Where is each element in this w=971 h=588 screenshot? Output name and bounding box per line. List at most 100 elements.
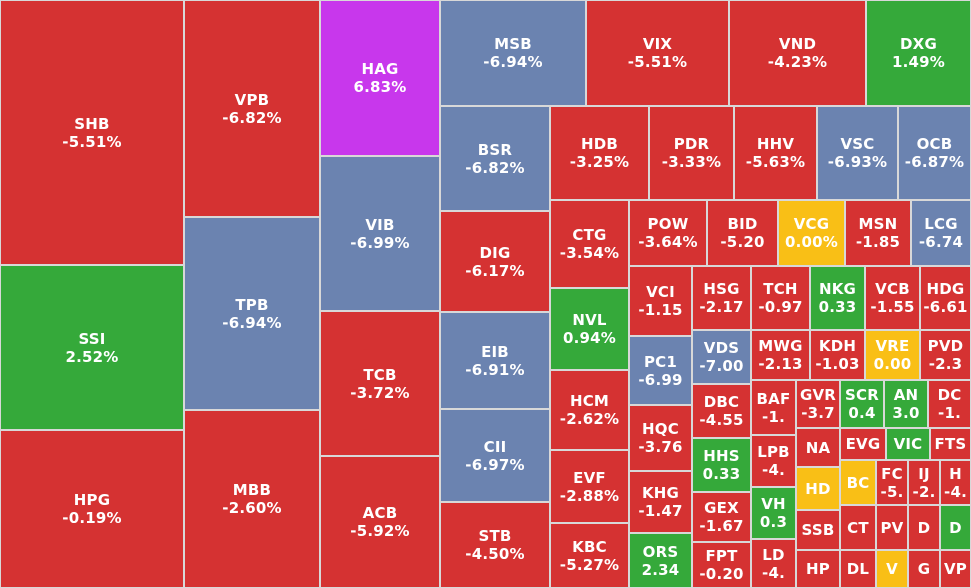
tile-nkg[interactable]: NKG 0.33 <box>810 266 865 330</box>
tile-acb[interactable]: ACB -5.92% <box>320 456 440 588</box>
tile-an[interactable]: AN 3.0 <box>884 380 928 428</box>
tile-dbc[interactable]: DBC -4.55 <box>692 384 751 438</box>
tile-vh[interactable]: VH 0.3 <box>751 487 796 539</box>
tile-ticker: DIG <box>479 243 511 262</box>
tile-vpb[interactable]: VPB -6.82% <box>184 0 320 217</box>
tile-ocb[interactable]: OCB -6.87% <box>898 106 971 200</box>
tile-mbb[interactable]: MBB -2.60% <box>184 410 320 588</box>
tile-evf[interactable]: EVF -2.88% <box>550 450 629 523</box>
tile-ors[interactable]: ORS 2.34 <box>629 533 692 588</box>
tile-baf[interactable]: BAF -1. <box>751 380 796 435</box>
tile-dl[interactable]: DL <box>840 550 876 588</box>
tile-hp[interactable]: HP <box>796 550 840 588</box>
tile-vix[interactable]: VIX -5.51% <box>586 0 729 106</box>
tile-ctg[interactable]: CTG -3.54% <box>550 200 629 288</box>
tile-dc[interactable]: DC -1. <box>928 380 971 428</box>
tile-msn[interactable]: MSN -1.85 <box>845 200 911 266</box>
tile-hpg[interactable]: HPG -0.19% <box>0 430 184 588</box>
tile-pvd[interactable]: PVD -2.3 <box>920 330 971 380</box>
tile-ticker: D <box>917 518 931 537</box>
tile-vp[interactable]: VP <box>940 550 971 588</box>
tile-gex[interactable]: GEX -1.67 <box>692 492 751 542</box>
tile-fc[interactable]: FC -5. <box>876 460 908 505</box>
tile-vds[interactable]: VDS -7.00 <box>692 330 751 384</box>
tile-fpt[interactable]: FPT -0.20 <box>692 542 751 588</box>
tile-ticker: SCR <box>845 386 879 404</box>
tile-ticker: BID <box>727 215 758 233</box>
tile-vic[interactable]: VIC <box>886 428 930 460</box>
tile-ticker: MSN <box>858 215 898 233</box>
tile-ticker: VCG <box>793 215 830 233</box>
tile-change: -0.19% <box>62 509 122 527</box>
tile-vib[interactable]: VIB -6.99% <box>320 156 440 311</box>
tile-ticker: SHB <box>74 114 110 133</box>
tile-hdg[interactable]: HDG -6.61 <box>920 266 971 330</box>
tile-ij[interactable]: IJ -2. <box>908 460 940 505</box>
tile-shb[interactable]: SHB -5.51% <box>0 0 184 265</box>
tile-ticker: VIC <box>893 435 923 453</box>
tile-hhs[interactable]: HHS 0.33 <box>692 438 751 492</box>
tile-pdr[interactable]: PDR -3.33% <box>649 106 734 200</box>
tile-vre[interactable]: VRE 0.00 <box>865 330 920 380</box>
tile-d[interactable]: D <box>940 505 971 550</box>
tile-na[interactable]: NA <box>796 428 840 467</box>
tile-ticker: GEX <box>704 499 739 517</box>
tile-stb[interactable]: STB -4.50% <box>440 502 550 588</box>
tile-bid[interactable]: BID -5.20 <box>707 200 778 266</box>
tile-cii[interactable]: CII -6.97% <box>440 409 550 502</box>
tile-change: -4. <box>944 482 967 501</box>
tile-ct[interactable]: CT <box>840 505 876 550</box>
tile-vsc[interactable]: VSC -6.93% <box>817 106 898 200</box>
tile-vcb[interactable]: VCB -1.55 <box>865 266 920 330</box>
tile-pow[interactable]: POW -3.64% <box>629 200 707 266</box>
tile-ssb[interactable]: SSB <box>796 510 840 550</box>
tile-evg[interactable]: EVG <box>840 428 886 460</box>
tile-dig[interactable]: DIG -6.17% <box>440 211 550 312</box>
tile-ticker: IJ <box>918 464 930 483</box>
tile-tcb[interactable]: TCB -3.72% <box>320 311 440 456</box>
tile-scr[interactable]: SCR 0.4 <box>840 380 884 428</box>
tile-khg[interactable]: KHG -1.47 <box>629 471 692 533</box>
tile-vcg[interactable]: VCG 0.00% <box>778 200 845 266</box>
tile-hcm[interactable]: HCM -2.62% <box>550 370 629 450</box>
tile-msb[interactable]: MSB -6.94% <box>440 0 586 106</box>
tile-change: -2.88% <box>559 486 620 505</box>
tile-lpb[interactable]: LPB -4. <box>751 435 796 487</box>
tile-g[interactable]: G <box>908 550 940 588</box>
tile-fts[interactable]: FTS <box>930 428 971 460</box>
tile-ticker: VPB <box>234 90 270 109</box>
tile-ticker: DXG <box>900 35 937 53</box>
tile-hqc[interactable]: HQC -3.76 <box>629 405 692 471</box>
tile-vnd[interactable]: VND -4.23% <box>729 0 866 106</box>
tile-ticker: VND <box>778 35 817 53</box>
tile-tch[interactable]: TCH -0.97 <box>751 266 810 330</box>
tile-h[interactable]: H -4. <box>940 460 971 505</box>
tile-hag[interactable]: HAG 6.83% <box>320 0 440 156</box>
tile-v[interactable]: V <box>876 550 908 588</box>
tile-hsg[interactable]: HSG -2.17 <box>692 266 751 330</box>
tile-mwg[interactable]: MWG -2.13 <box>751 330 810 380</box>
tile-pv[interactable]: PV <box>876 505 908 550</box>
tile-kdh[interactable]: KDH -1.03 <box>810 330 865 380</box>
tile-bc[interactable]: BC <box>840 460 876 505</box>
tile-vci[interactable]: VCI -1.15 <box>629 266 692 336</box>
tile-change: 2.52% <box>65 347 119 366</box>
tile-pc1[interactable]: PC1 -6.99 <box>629 336 692 405</box>
tile-nvl[interactable]: NVL 0.94% <box>550 288 629 370</box>
tile-hdb[interactable]: HDB -3.25% <box>550 106 649 200</box>
tile-ssi[interactable]: SSI 2.52% <box>0 265 184 430</box>
tile-gvr[interactable]: GVR -3.7 <box>796 380 840 428</box>
tile-lcg[interactable]: LCG -6.74 <box>911 200 971 266</box>
tile-d[interactable]: D <box>908 505 940 550</box>
tile-hhv[interactable]: HHV -5.63% <box>734 106 817 200</box>
tile-ticker: HQC <box>642 420 679 438</box>
tile-kbc[interactable]: KBC -5.27% <box>550 523 629 588</box>
tile-ticker: CT <box>847 518 869 537</box>
tile-ld[interactable]: LD -4. <box>751 539 796 588</box>
tile-ticker: LPB <box>757 443 790 461</box>
tile-bsr[interactable]: BSR -6.82% <box>440 106 550 211</box>
tile-eib[interactable]: EIB -6.91% <box>440 312 550 409</box>
tile-tpb[interactable]: TPB -6.94% <box>184 217 320 410</box>
tile-hd[interactable]: HD <box>796 467 840 510</box>
tile-dxg[interactable]: DXG 1.49% <box>866 0 971 106</box>
